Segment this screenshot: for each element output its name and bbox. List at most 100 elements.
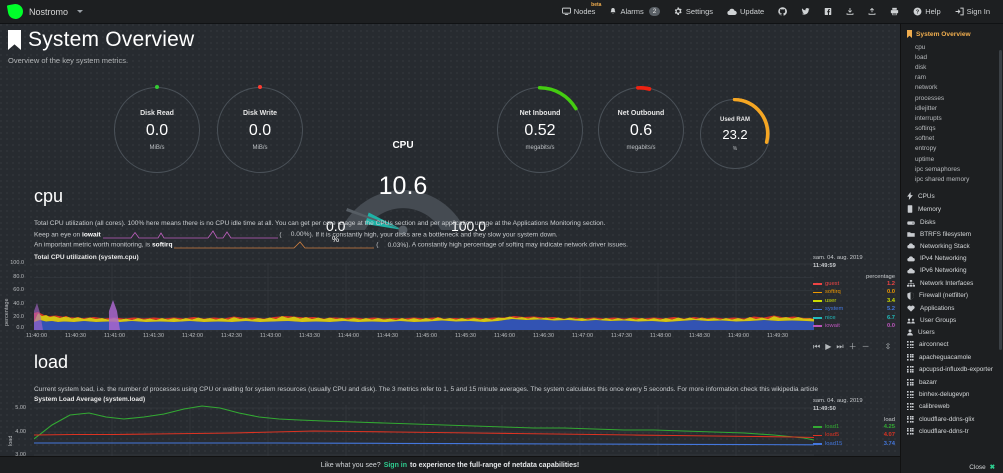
nav-signin[interactable]: Sign In [948,0,997,24]
legend-item[interactable]: user 3.4 [813,297,895,305]
sidebar-item-ipv6-networking[interactable]: IPv6 Networking [901,265,1003,277]
legend-label: nice [825,314,836,321]
legend-value: 3.4 [886,297,895,304]
sidebar-item-btrfs-filesystem[interactable]: BTRFS filesystem [901,228,1003,240]
forward-icon[interactable]: ⏭ [836,341,844,351]
nav-import[interactable] [839,0,861,24]
sidebar-scrollbar[interactable] [999,50,1002,350]
zoom-in-icon[interactable]: ＋ [848,342,857,352]
sidebar-item-memory[interactable]: Memory [901,203,1003,216]
sidebar-item-processes[interactable]: processes [915,94,945,102]
sidebar-item-user-groups[interactable]: User Groups [901,315,1003,327]
nav-settings[interactable]: Settings [667,0,720,24]
rewind-icon[interactable]: ⏮ [813,341,821,351]
close-icon[interactable]: ✖ [989,464,995,471]
sidebar-item-network[interactable]: network [915,84,938,92]
nav-print[interactable] [883,0,906,24]
x-tick: 11:48:30 [689,333,711,339]
sidebar-item-interrupts[interactable]: interrupts [915,114,942,122]
nav-nodes[interactable]: Nodes beta [555,0,603,24]
sidebar-item-softnet[interactable]: softnet [915,135,935,143]
gauge-arc [538,86,579,111]
nav-update[interactable]: Update [720,0,771,24]
gauge-disk-read[interactable]: Disk Read 0.0 MiB/s [114,85,200,173]
sidebar-item-firewall[interactable]: Firewall (netfilter) [901,289,1003,302]
nav-alarms[interactable]: Alarms 2 [602,0,667,24]
cpu-desc-line3: An important metric worth monitoring, is… [34,240,894,251]
sidebar-item-disk[interactable]: disk [915,63,927,71]
grid-icon [907,415,914,423]
legend-label: load5 [825,432,840,439]
gauge-used-ram[interactable]: Used RAM 23.2 % [700,98,770,169]
chart-system-load[interactable]: System Load Average (system.load) load 5… [8,396,814,466]
brand[interactable]: Nostromo [0,2,84,21]
chart-y-axis-label: load [8,435,14,446]
sidebar-item-ipc-shared-memory[interactable]: ipc shared memory [915,176,970,184]
chart-system-cpu[interactable]: Total CPU utilization (system.cpu) perce… [4,254,814,344]
legend-item[interactable]: iowait 0.0 [813,322,895,330]
gauge-net-inbound[interactable]: Net Inbound 0.52 megabits/s [497,86,583,173]
nav-facebook[interactable] [817,0,839,24]
sidebar-item-network-interfaces[interactable]: Network Interfaces [901,277,1003,289]
play-icon[interactable]: ▶ [825,342,832,352]
legend-label: load1 [825,424,840,430]
sidebar-item-calibreweb[interactable]: calibreweb [901,401,1003,413]
footer-lead: Like what you see? [320,461,381,469]
right-sidebar[interactable]: System Overview cpu load disk ram networ… [900,24,1003,473]
gauge-net-outbound[interactable]: Net Outbound 0.6 megabits/s [598,86,684,173]
nav-alarms-label: Alarms [620,7,644,16]
sidebar-item-uptime[interactable]: uptime [915,155,935,163]
sidebar-item-networking-stack[interactable]: Networking Stack [901,240,1003,252]
nav-github[interactable] [771,0,794,24]
sidebar-item-apcupsd-influxdb-exporter[interactable]: apcupsd-influxdb-exporter [901,363,1003,376]
sidebar-item-cloudflare-ddns-tr[interactable]: cloudflare-ddns-tr [901,425,1003,437]
sidebar-item-idlejitter[interactable]: idlejitter [915,104,938,112]
legend-item[interactable]: softirq 0.0 [813,288,895,296]
legend-value: 6.7 [886,314,895,321]
sidebar-item-applications[interactable]: Applications [901,302,1003,314]
section-desc-cpu: Total CPU utilization (all cores). 100% … [34,219,894,251]
cloud-icon [907,268,915,274]
sidebar-app-label: bazarr [919,379,938,387]
legend-date: sam. 04. aug. 2019 [813,398,863,404]
nav-export[interactable] [861,0,883,24]
gauge-disk-write[interactable]: Disk Write 0.0 MiB/s [217,85,303,173]
sidebar-item-ram[interactable]: ram [915,74,927,82]
reset-icon[interactable]: ⇳ [884,342,892,352]
sidebar-item-system-overview[interactable]: System Overview [901,24,1003,42]
sidebar-item-softirqs[interactable]: softirqs [915,125,936,133]
sidebar-item-cloudflare-ddns-glix[interactable]: cloudflare-ddns-glix [901,413,1003,425]
nav-twitter[interactable] [794,0,817,24]
sidebar-item-binhex-delugevpn[interactable]: binhex-delugevpn [901,389,1003,401]
sidebar-app-label: calibreweb [919,403,950,411]
chart-legend-cpu: sam. 04. aug. 2019 11:49:59 percentage g… [813,254,895,352]
sidebar-item-ipv4-networking[interactable]: IPv4 Networking [901,253,1003,265]
sidebar-close-button[interactable]: Close ✖ [969,463,995,472]
gauge-cpu-title: CPU [392,140,414,151]
sidebar-item-ipc-semaphores[interactable]: ipc semaphores [915,165,961,173]
folder-icon [907,231,915,237]
footer-signin-link[interactable]: Sign in [383,461,408,469]
zoom-out-icon[interactable]: － [861,342,870,352]
sidebar-item-cpus[interactable]: CPUs [901,190,1003,203]
bell-icon [610,8,616,14]
sidebar-item-disks[interactable]: Disks [901,216,1003,228]
sidebar-item-bazarr[interactable]: bazarr [901,376,1003,388]
chevron-down-icon[interactable] [77,10,84,13]
sidebar-item-cpu[interactable]: cpu [915,43,926,51]
sidebar-item-apacheguacamole[interactable]: apacheguacamole [901,351,1003,363]
sidebar-item-users[interactable]: Users [901,327,1003,339]
sidebar-item-load[interactable]: load [915,53,928,61]
cpu-desc-line3-a: An important metric worth monitoring, is [34,241,151,249]
help-icon: ? [913,7,922,16]
sidebar-item-entropy[interactable]: entropy [915,145,937,153]
legend-item[interactable]: system 5.2 [813,305,895,313]
legend-item[interactable]: load5 4.07 [813,431,895,439]
legend-item[interactable]: guest 1.2 [813,280,895,288]
sidebar-item-airconnect[interactable]: airconnect [901,339,1003,351]
nav-help[interactable]: ? Help [906,0,947,24]
legend-item[interactable]: load15 3.74 [813,440,895,448]
gauge-cpu[interactable]: CPU 10.6 0.0 100.0 % [318,140,488,250]
legend-item[interactable]: load1 4.25 [813,423,895,431]
legend-item[interactable]: nice 6.7 [813,314,895,322]
